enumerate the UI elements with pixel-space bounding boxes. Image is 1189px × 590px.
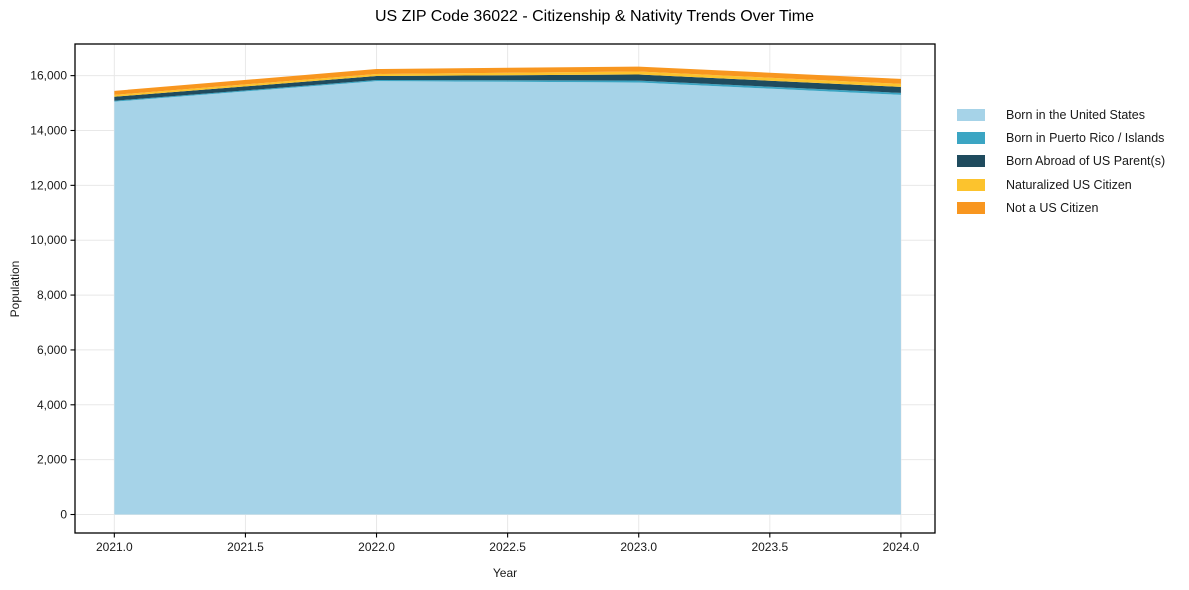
x-tick-label: 2022.5 bbox=[489, 540, 526, 554]
x-tick-label: 2024.0 bbox=[883, 540, 920, 554]
x-tick-label: 2023.0 bbox=[620, 540, 657, 554]
legend-item-0: Born in the United States bbox=[957, 103, 1165, 126]
area-series-3 bbox=[114, 71, 901, 97]
x-axis-label: Year bbox=[492, 566, 518, 580]
area-series-1 bbox=[114, 80, 901, 102]
legend-swatch-icon bbox=[957, 155, 985, 168]
area-series-4 bbox=[114, 66, 901, 95]
y-tick-label: 12,000 bbox=[30, 178, 67, 192]
x-tick-label: 2022.0 bbox=[358, 540, 395, 554]
legend-label: Born in the United States bbox=[1006, 107, 1145, 122]
legend-swatch-icon bbox=[957, 132, 985, 145]
legend: Born in the United States Born in Puerto … bbox=[957, 103, 1165, 220]
y-tick-label: 14,000 bbox=[30, 123, 67, 137]
x-tick-label: 2021.0 bbox=[96, 540, 133, 554]
legend-swatch-icon bbox=[957, 108, 985, 121]
y-tick-label: 10,000 bbox=[30, 233, 67, 247]
y-tick-label: 8,000 bbox=[37, 288, 67, 302]
legend-label: Born in Puerto Rico / Islands bbox=[1006, 131, 1165, 146]
legend-label: Naturalized US Citizen bbox=[1006, 177, 1132, 192]
y-tick-label: 6,000 bbox=[37, 343, 67, 357]
x-tick-label: 2023.5 bbox=[751, 540, 788, 554]
legend-item-3: Naturalized US Citizen bbox=[957, 173, 1165, 196]
legend-item-2: Born Abroad of US Parent(s) bbox=[957, 150, 1165, 173]
legend-item-1: Born in Puerto Rico / Islands bbox=[957, 126, 1165, 149]
y-tick-label: 4,000 bbox=[37, 398, 67, 412]
y-tick-label: 0 bbox=[60, 508, 67, 522]
y-tick-label: 2,000 bbox=[37, 453, 67, 467]
legend-swatch-icon bbox=[957, 202, 985, 215]
chart-title: US ZIP Code 36022 - Citizenship & Nativi… bbox=[375, 8, 814, 25]
x-tick-label: 2021.5 bbox=[227, 540, 264, 554]
legend-item-4: Not a US Citizen bbox=[957, 197, 1165, 220]
plot-frame bbox=[74, 43, 936, 534]
legend-label: Not a US Citizen bbox=[1006, 201, 1099, 216]
legend-label: Born Abroad of US Parent(s) bbox=[1006, 154, 1166, 169]
area-series-0 bbox=[114, 81, 901, 515]
area-series-2 bbox=[114, 74, 901, 101]
legend-swatch-icon bbox=[957, 178, 985, 191]
y-tick-label: 16,000 bbox=[30, 69, 67, 83]
